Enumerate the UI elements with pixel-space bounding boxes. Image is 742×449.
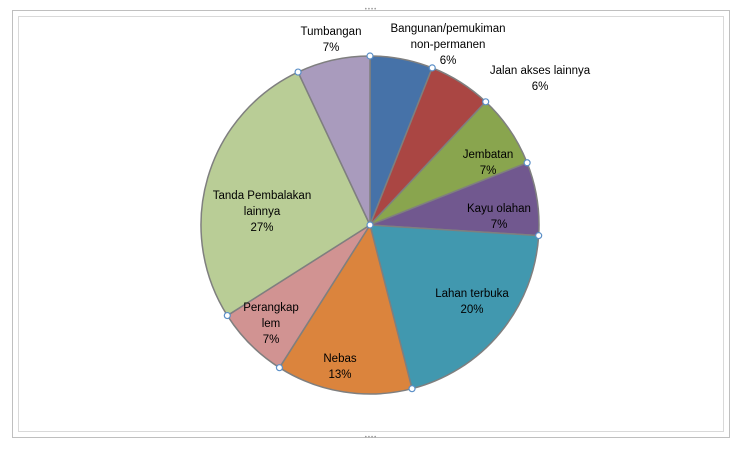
slice-percent-6: 13% (328, 369, 351, 381)
slice-handle-5[interactable] (535, 232, 543, 240)
slice-handle-3[interactable] (482, 98, 490, 106)
slice-label-9: Tumbangan 7% (301, 26, 362, 54)
slice-percent-9: 7% (323, 42, 340, 54)
slice-label-7: Perangkap lem 7% (243, 302, 299, 346)
slice-percent-4: 7% (491, 219, 508, 231)
slice-percent-2: 6% (532, 81, 549, 93)
slice-label-8: Tanda Pembalakan lainnya 27% (213, 190, 311, 234)
slice-handle-9[interactable] (294, 68, 302, 76)
slice-handle-4[interactable] (523, 159, 531, 167)
slice-handle-7[interactable] (275, 364, 284, 372)
pie-slice-6[interactable] (278, 223, 413, 395)
slice-label-1: Bangunan/pemukiman non-permanen 6% (390, 23, 505, 67)
resize-handle-bottom[interactable]: •••• (364, 435, 378, 441)
plot-area-border (18, 16, 724, 432)
slice-label-4: Kayu olahan 7% (467, 203, 531, 231)
slice-handle-8[interactable] (223, 311, 231, 320)
slice-percent-1: 6% (440, 55, 457, 67)
slice-label-6: Nebas 13% (323, 353, 356, 381)
slice-label-2: Jalan akses lainnya 6% (490, 65, 591, 93)
slice-percent-8: 27% (250, 222, 273, 234)
center-handle[interactable] (366, 221, 374, 229)
pie-slice-5[interactable] (369, 224, 540, 390)
slice-percent-5: 20% (460, 304, 483, 316)
slice-percent-3: 7% (480, 165, 497, 177)
slice-handle-6[interactable] (408, 385, 416, 393)
slice-handle-1[interactable] (366, 52, 374, 60)
slice-label-5: Lahan terbuka 20% (435, 288, 509, 316)
slice-percent-7: 7% (263, 334, 280, 346)
slice-handle-2[interactable] (428, 64, 436, 72)
pie-slice-8[interactable] (200, 71, 371, 317)
resize-handle-top[interactable]: •••• (364, 7, 378, 13)
slice-label-3: Jembatan 7% (463, 149, 514, 177)
